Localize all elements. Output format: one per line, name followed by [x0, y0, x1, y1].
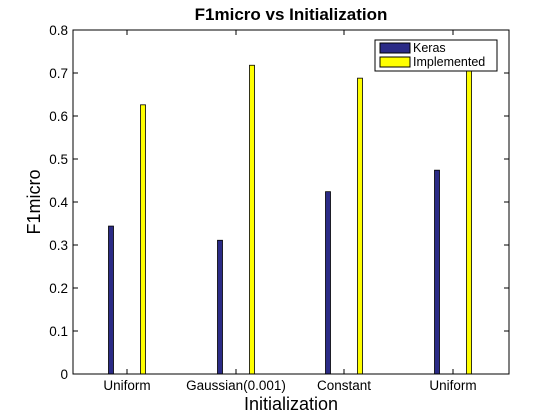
- plot-area-frame: [72, 29, 510, 375]
- y-tick-label: 0.6: [49, 109, 68, 124]
- x-tick-label: Gaussian(0.001): [186, 378, 286, 393]
- bar-implemented-0: [140, 104, 146, 375]
- bar-implemented-1: [249, 64, 255, 375]
- legend-label-keras: Keras: [413, 41, 446, 55]
- x-tick-label: Uniform: [429, 378, 476, 393]
- y-tick-label: 0.5: [49, 152, 68, 167]
- legend-swatch-keras: [379, 42, 411, 54]
- bar-implemented-3: [466, 64, 472, 375]
- bar-keras-1: [217, 239, 223, 375]
- y-tick-label: 0.1: [49, 324, 68, 339]
- legend: Keras Implemented: [374, 39, 498, 72]
- y-tick-label: 0: [60, 367, 68, 382]
- y-tick-label: 0.8: [49, 23, 68, 38]
- y-tick-label: 0.7: [49, 66, 68, 81]
- x-axis-ticks: Uniform Gaussian(0.001) Constant Uniform: [103, 30, 477, 393]
- y-tick-label: 0.3: [49, 238, 68, 253]
- y-tick-label: 0.2: [49, 281, 68, 296]
- x-tick-label: Constant: [317, 378, 371, 393]
- legend-label-implemented: Implemented: [413, 55, 485, 69]
- y-axis-label: F1micro: [24, 169, 44, 234]
- bar-implemented-2: [357, 77, 363, 375]
- x-tick-label: Uniform: [103, 378, 150, 393]
- bar-keras-0: [108, 225, 114, 375]
- y-axis-ticks: 0 0.1 0.2 0.3 0.4 0.5 0.6 0.7 0.8: [49, 23, 509, 382]
- bars-layer: [108, 64, 472, 375]
- bar-keras-2: [325, 191, 331, 375]
- bar-keras-3: [434, 169, 440, 375]
- legend-swatch-implemented: [379, 56, 411, 68]
- x-axis-label: Initialization: [244, 394, 338, 414]
- y-tick-label: 0.4: [49, 195, 68, 210]
- chart-title: F1micro vs Initialization: [195, 5, 388, 24]
